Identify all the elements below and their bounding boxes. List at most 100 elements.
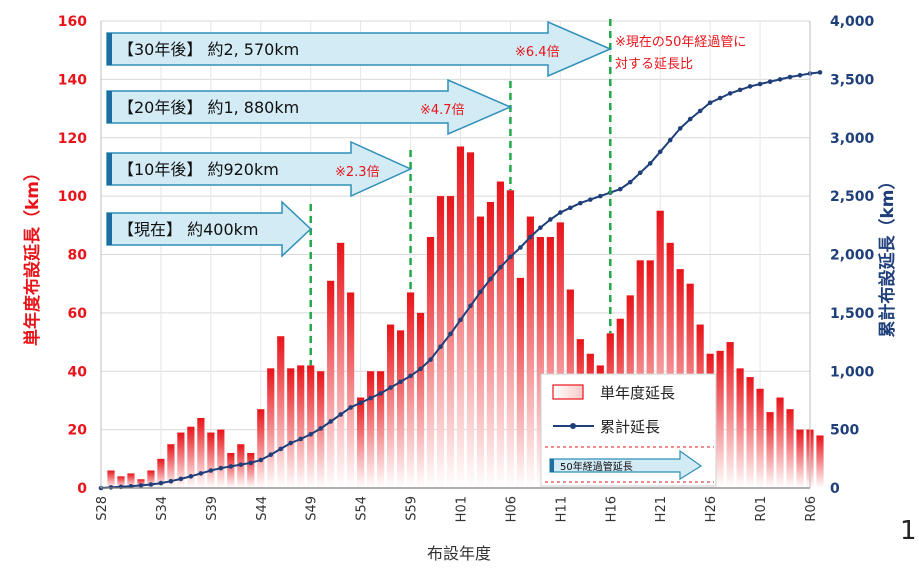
bar [147, 470, 155, 488]
cumulative-point [148, 482, 154, 487]
cumulative-point [657, 149, 663, 155]
annotation-ratio: ※6.4倍 [515, 45, 560, 60]
cumulative-point [438, 344, 443, 350]
cumulative-point [428, 357, 433, 362]
legend-line-label: 累計延長 [600, 418, 660, 436]
bar [267, 368, 275, 488]
bar [416, 312, 425, 488]
bar [107, 470, 115, 488]
cumulative-point [558, 210, 563, 215]
right-tick-label: 1,000 [830, 364, 875, 380]
x-tick-label: R06 [804, 496, 819, 522]
cumulative-point [398, 379, 403, 385]
cumulative-point [458, 317, 463, 323]
cumulative-point [597, 193, 603, 199]
cumulative-point [578, 200, 583, 206]
cumulative-point [667, 137, 673, 143]
annotation-label: 【現在】 約400km [118, 220, 258, 239]
cumulative-point [238, 462, 244, 467]
cumulative-point [328, 419, 333, 424]
bar [656, 210, 664, 488]
corner-number: 1 [900, 516, 917, 546]
bar [377, 371, 385, 488]
bar [796, 429, 804, 488]
cumulative-point [268, 452, 274, 458]
bar [247, 452, 255, 488]
left-tick-label: 80 [68, 248, 88, 264]
cumulative-point [528, 234, 533, 240]
x-tick-label: H01 [454, 496, 469, 522]
annotation-arrow [106, 78, 513, 136]
x-tick-label: S28 [95, 496, 110, 521]
left-tick-label: 40 [68, 364, 88, 380]
cumulative-point [218, 465, 224, 471]
cumulative-point [368, 395, 373, 401]
cumulative-point [787, 74, 793, 80]
cumulative-point [318, 426, 323, 431]
annotation-arrow [106, 200, 312, 258]
bar [337, 242, 345, 488]
bar [127, 473, 135, 488]
cumulative-point [278, 446, 284, 452]
cumulative-point [538, 225, 543, 230]
x-tick-label: S44 [255, 496, 270, 521]
cumulative-point [158, 480, 164, 486]
bar [436, 196, 445, 488]
annotation-arrow-stripe [107, 91, 112, 123]
left-tick-label: 140 [58, 72, 87, 88]
right-tick-label: 3,000 [830, 131, 875, 147]
cumulative-point [208, 468, 214, 473]
cumulative-point [288, 440, 294, 446]
left-tick-label: 60 [68, 306, 88, 322]
right-axis-title: 累計布設延長（km） [877, 172, 898, 337]
bar [187, 426, 195, 488]
cumulative-point [378, 391, 383, 396]
cumulative-point [488, 276, 493, 282]
cumulative-point [248, 460, 254, 466]
cumulative-point [178, 476, 184, 482]
cumulative-point [627, 179, 633, 185]
bar [277, 336, 285, 488]
x-tick-label: H16 [604, 496, 619, 522]
cumulative-point [548, 217, 553, 222]
ratio-note: ※現在の50年経過管に [615, 35, 746, 50]
bar [746, 377, 754, 488]
cumulative-point [697, 108, 703, 114]
right-tick-label: 4,000 [830, 14, 875, 30]
annotation-label: 【30年後】 約2, 570km [118, 40, 299, 59]
cumulative-point [508, 254, 513, 260]
bar [257, 409, 265, 488]
axes: 0 0 20 500 40 1,000 60 1,500 80 2,000 100 2,500 120 3… [22, 14, 898, 563]
cumulative-point [298, 436, 304, 442]
x-axis-title: 布設年度 [427, 544, 491, 563]
cumulative-point [777, 77, 783, 82]
bar [287, 368, 295, 488]
cumulative-point [168, 478, 174, 484]
annotation-arrow-stripe [107, 213, 112, 245]
ratio-note: 対する延長比 [615, 57, 693, 72]
left-tick-label: 120 [58, 131, 87, 147]
left-tick-label: 20 [68, 423, 88, 439]
annotation-arrow-stripe [107, 153, 112, 185]
left-tick-label: 160 [58, 14, 87, 30]
x-tick-label: S49 [305, 496, 320, 521]
bar [207, 432, 215, 488]
left-tick-label: 100 [58, 189, 87, 205]
cumulative-point [767, 79, 773, 85]
bar [406, 292, 415, 488]
cumulative-point [637, 170, 643, 176]
cumulative-point [258, 457, 264, 463]
cumulative-point [478, 289, 483, 295]
legend-bar-label: 単年度延長 [600, 384, 675, 402]
cumulative-point [677, 126, 683, 131]
bar [167, 444, 175, 488]
cumulative-point [188, 474, 194, 479]
left-tick-label: 0 [77, 481, 87, 497]
bar [157, 458, 165, 488]
cumulative-point [727, 91, 733, 96]
bar [217, 429, 225, 488]
bar [456, 146, 465, 488]
cumulative-point [647, 161, 653, 166]
